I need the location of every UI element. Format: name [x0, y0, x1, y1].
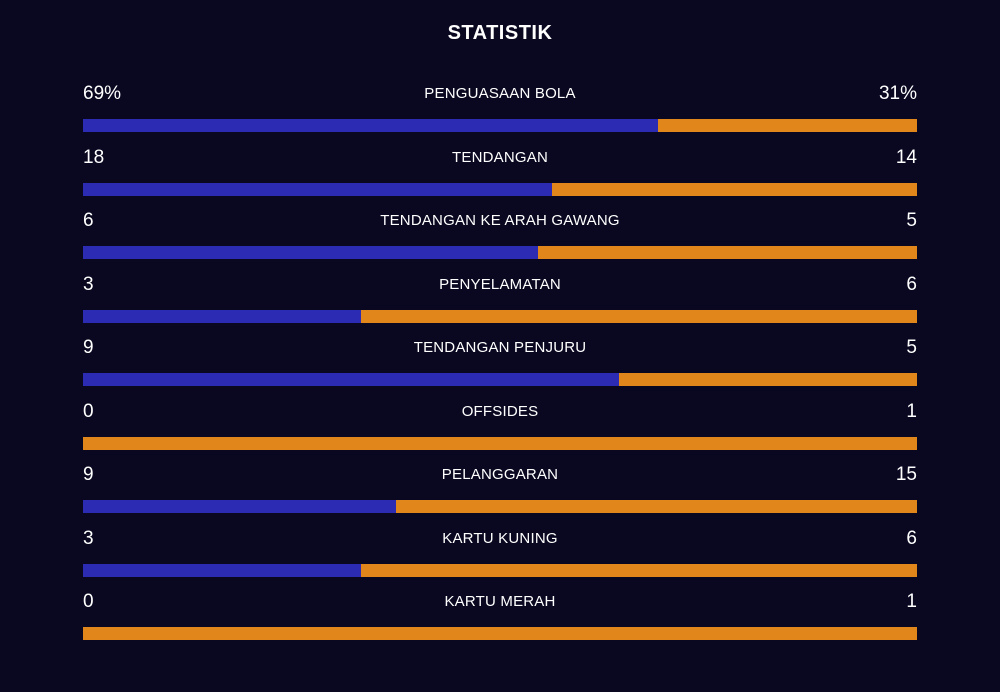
home-bar-fill: [83, 373, 620, 386]
stat-name: TENDANGAN PENJURU: [413, 339, 587, 356]
stat-labels: 0 KARTU MERAH 1: [83, 587, 917, 617]
home-value: 69%: [83, 83, 122, 104]
away-bar-fill: [658, 119, 917, 132]
stat-labels: 0 OFFSIDES 1: [83, 397, 917, 427]
home-value: 3: [83, 527, 94, 549]
stat-bar: [83, 563, 917, 577]
home-bar-fill: [83, 182, 553, 196]
stat-labels: 9 TENDANGAN PENJURU 5: [83, 333, 917, 363]
home-bar-fill: [83, 500, 396, 513]
away-value: 1: [906, 400, 917, 422]
stat-name: PELANGGARAN: [441, 466, 559, 483]
stat-row: 3 PENYELAMATAN 6: [83, 270, 917, 334]
away-value: 6: [906, 527, 917, 549]
stat-bar: [83, 246, 917, 259]
home-bar-fill: [83, 246, 538, 259]
away-bar-fill: [537, 246, 917, 259]
away-bar-fill: [619, 373, 917, 386]
stat-name: TENDANGAN KE ARAH GAWANG: [380, 212, 620, 229]
away-bar-fill: [83, 436, 917, 450]
stat-labels: 18 TENDANGAN 14: [83, 143, 917, 173]
stat-labels: 3 KARTU KUNING 6: [83, 524, 917, 554]
stat-row: 3 KARTU KUNING 6: [83, 524, 917, 588]
stats-title: STATISTIK: [447, 22, 553, 44]
away-value: 31%: [878, 83, 917, 104]
home-bar-fill: [83, 563, 361, 577]
away-bar-fill: [83, 627, 917, 640]
stat-bar: [83, 182, 917, 196]
away-value: 5: [906, 210, 917, 231]
stat-row: 9 PELANGGARAN 15: [83, 460, 917, 524]
home-value: 3: [83, 273, 94, 295]
stat-name: PENGUASAAN BOLA: [424, 85, 576, 102]
stat-name: TENDANGAN: [452, 148, 548, 166]
home-value: 0: [83, 591, 94, 612]
away-value: 15: [895, 464, 917, 485]
home-value: 9: [83, 464, 94, 485]
stat-labels: 69% PENGUASAAN BOLA 31%: [83, 79, 917, 109]
stat-row: 6 TENDANGAN KE ARAH GAWANG 5: [83, 206, 917, 270]
stat-row: 0 KARTU MERAH 1: [83, 587, 917, 651]
stats-list: 69% PENGUASAAN BOLA 31% 18 TENDANGAN 14 …: [83, 79, 917, 651]
home-value: 9: [83, 337, 94, 358]
home-bar-fill: [83, 119, 659, 132]
stat-row: 9 TENDANGAN PENJURU 5: [83, 333, 917, 397]
stat-row: 18 TENDANGAN 14: [83, 143, 917, 207]
stat-bar: [83, 119, 917, 132]
home-bar-fill: [83, 309, 361, 323]
stat-row: 69% PENGUASAAN BOLA 31%: [83, 79, 917, 143]
away-value: 6: [906, 273, 917, 295]
stat-name: KARTU MERAH: [444, 593, 556, 610]
stat-bar: [83, 436, 917, 450]
stat-labels: 9 PELANGGARAN 15: [83, 460, 917, 490]
stat-name: KARTU KUNING: [442, 529, 558, 547]
away-value: 14: [895, 146, 917, 168]
home-value: 6: [83, 210, 94, 231]
away-bar-fill: [360, 563, 917, 577]
stat-bar: [83, 373, 917, 386]
away-bar-fill: [552, 182, 917, 196]
away-bar-fill: [395, 500, 917, 513]
stat-bar: [83, 309, 917, 323]
stat-row: 0 OFFSIDES 1: [83, 397, 917, 461]
stat-name: PENYELAMATAN: [439, 275, 561, 293]
away-bar-fill: [360, 309, 917, 323]
home-value: 18: [83, 146, 105, 168]
stat-name: OFFSIDES: [461, 402, 539, 420]
away-value: 5: [906, 337, 917, 358]
home-value: 0: [83, 400, 94, 422]
stat-labels: 6 TENDANGAN KE ARAH GAWANG 5: [83, 206, 917, 236]
stat-bar: [83, 627, 917, 640]
stat-bar: [83, 500, 917, 513]
stat-labels: 3 PENYELAMATAN 6: [83, 270, 917, 300]
away-value: 1: [906, 591, 917, 612]
